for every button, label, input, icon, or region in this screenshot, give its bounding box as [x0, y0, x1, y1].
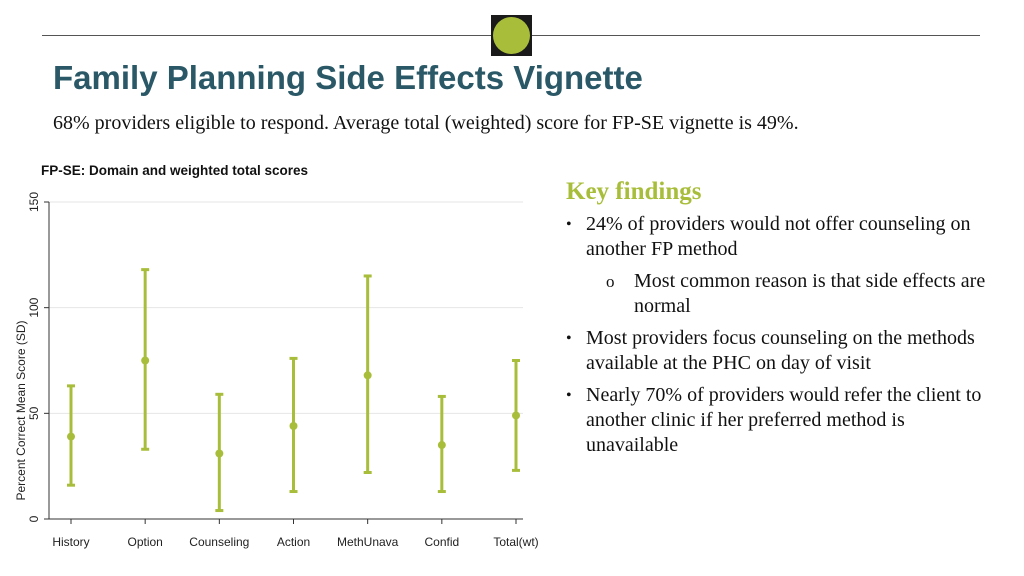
error-bar-chart: 0 50 100 150 Percent Correct Mean Score (SD)…: [14, 192, 539, 549]
y-tick-label: 0: [27, 515, 41, 522]
x-tick-label: Option: [127, 535, 162, 549]
mean-point: [289, 422, 298, 431]
bullet-icon: •: [566, 387, 572, 404]
green-circle-logo-icon: [493, 17, 530, 54]
sub-finding-item: o Most common reason is that side effect…: [566, 269, 986, 319]
circle-bullet-icon: o: [606, 272, 615, 291]
mean-point: [215, 449, 224, 458]
y-tick-label: 150: [27, 192, 41, 212]
x-tick-label: Counseling: [189, 535, 249, 549]
finding-text: Nearly 70% of providers would refer the …: [586, 384, 982, 456]
y-tick-label: 100: [27, 297, 41, 317]
mean-point: [363, 371, 372, 380]
bullet-icon: •: [566, 216, 572, 233]
key-findings-panel: Key findings • 24% of providers would no…: [566, 178, 986, 465]
x-tick-label: Action: [277, 535, 310, 549]
x-tick-label: MethUnava: [337, 535, 399, 549]
page-subtitle: 68% providers eligible to respond. Avera…: [53, 112, 799, 134]
key-findings-title: Key findings: [566, 178, 702, 205]
page-title: Family Planning Side Effects Vignette: [53, 59, 643, 96]
x-tick-label: Total(wt): [493, 535, 538, 549]
mean-point: [67, 432, 75, 441]
x-tick-label: History: [52, 535, 89, 549]
bullet-icon: •: [566, 330, 572, 347]
finding-item: • 24% of providers would not offer couns…: [566, 212, 986, 262]
y-axis-label: Percent Correct Mean Score (SD): [14, 320, 28, 500]
logo: [491, 15, 532, 56]
finding-text: Most providers focus counseling on the m…: [586, 327, 975, 374]
finding-text: 24% of providers would not offer counsel…: [586, 213, 971, 260]
chart-title: FP-SE: Domain and weighted total scores: [41, 163, 309, 178]
mean-point: [141, 356, 150, 365]
x-tick-label: Confid: [424, 535, 459, 549]
sub-finding-text: Most common reason is that side effects …: [634, 270, 986, 317]
y-tick-label: 50: [27, 406, 41, 420]
finding-item: • Nearly 70% of providers would refer th…: [566, 383, 986, 458]
finding-item: • Most providers focus counseling on the…: [566, 326, 986, 376]
mean-point: [437, 441, 446, 450]
mean-point: [512, 411, 520, 420]
chart-panel: 0 50 100 150 Percent Correct Mean Score (SD)…: [0, 150, 545, 576]
